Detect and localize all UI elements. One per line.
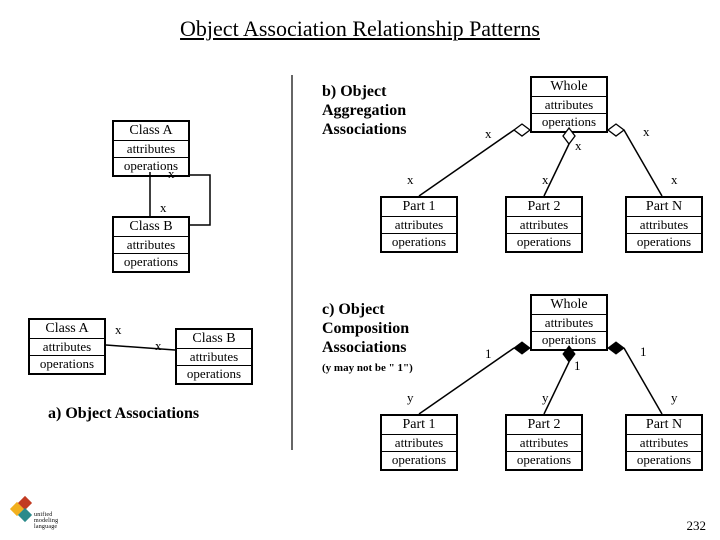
section-a-class-a: Class A attributes operations xyxy=(112,120,190,177)
cell-name: Part N xyxy=(627,416,701,435)
mult-y: y xyxy=(542,390,549,406)
cell-attributes: attributes xyxy=(177,349,251,366)
cell-attributes: attributes xyxy=(532,315,606,332)
cell-attributes: attributes xyxy=(114,237,188,254)
cell-operations: operations xyxy=(114,158,188,174)
cell-operations: operations xyxy=(382,234,456,250)
cell-name: Class A xyxy=(30,320,104,339)
cell-operations: operations xyxy=(507,234,581,250)
section-c-whole: Whole attributes operations xyxy=(530,294,608,351)
section-c-label: c) Object Composition Associations xyxy=(322,300,409,358)
cell-attributes: attributes xyxy=(382,217,456,234)
cell-name: Class B xyxy=(114,218,188,237)
mult-x: x xyxy=(643,124,650,140)
section-c-part1: Part 1 attributes operations xyxy=(380,414,458,471)
line2: Aggregation xyxy=(322,102,406,119)
cell-attributes: attributes xyxy=(30,339,104,356)
mult-x: x xyxy=(575,138,582,154)
logo-line3: language xyxy=(34,524,57,530)
mult-x: x xyxy=(407,172,414,188)
cell-attributes: attributes xyxy=(507,435,581,452)
section-b-part2: Part 2 attributes operations xyxy=(505,196,583,253)
section-b-partn: Part N attributes operations xyxy=(625,196,703,253)
mult-x: x xyxy=(542,172,549,188)
cell-attributes: attributes xyxy=(627,435,701,452)
cell-name: Part N xyxy=(627,198,701,217)
cell-operations: operations xyxy=(30,356,104,372)
uml-logo-icon: unified modeling language xyxy=(6,494,70,530)
cell-attributes: attributes xyxy=(114,141,188,158)
connectors-svg xyxy=(0,0,720,540)
section-a-class-a-2: Class A attributes operations xyxy=(28,318,106,375)
mult-1: 1 xyxy=(640,344,647,360)
cell-attributes: attributes xyxy=(627,217,701,234)
mult-x: x xyxy=(671,172,678,188)
cell-name: Class B xyxy=(177,330,251,349)
line3: Associations xyxy=(322,339,406,356)
line1: b) Object xyxy=(322,83,386,100)
section-c-note: (y may not be " 1") xyxy=(322,362,413,374)
section-a-class-b-2: Class B attributes operations xyxy=(175,328,253,385)
mult-1: 1 xyxy=(485,346,492,362)
mult-y: y xyxy=(671,390,678,406)
mult-x: x xyxy=(160,200,167,216)
mult-x: x xyxy=(485,126,492,142)
mult-x: x xyxy=(115,322,122,338)
cell-operations: operations xyxy=(114,254,188,270)
cell-name: Class A xyxy=(114,122,188,141)
section-a-label: a) Object Associations xyxy=(48,404,199,423)
cell-attributes: attributes xyxy=(507,217,581,234)
cell-operations: operations xyxy=(627,234,701,250)
line3: Associations xyxy=(322,121,406,138)
cell-attributes: attributes xyxy=(382,435,456,452)
cell-name: Part 2 xyxy=(507,198,581,217)
page-title: Object Association Relationship Patterns xyxy=(0,16,720,42)
mult-1: 1 xyxy=(574,358,581,374)
section-b-whole: Whole attributes operations xyxy=(530,76,608,133)
cell-name: Part 1 xyxy=(382,416,456,435)
mult-y: y xyxy=(407,390,414,406)
cell-operations: operations xyxy=(177,366,251,382)
cell-name: Whole xyxy=(532,296,606,315)
cell-name: Whole xyxy=(532,78,606,97)
mult-x: x xyxy=(168,166,175,182)
cell-operations: operations xyxy=(627,452,701,468)
section-b-label: b) Object Aggregation Associations xyxy=(322,82,406,140)
section-c-partn: Part N attributes operations xyxy=(625,414,703,471)
line2: Composition xyxy=(322,320,409,337)
section-b-part1: Part 1 attributes operations xyxy=(380,196,458,253)
line1: c) Object xyxy=(322,301,385,318)
cell-name: Part 2 xyxy=(507,416,581,435)
section-c-part2: Part 2 attributes operations xyxy=(505,414,583,471)
cell-operations: operations xyxy=(532,114,606,130)
cell-operations: operations xyxy=(532,332,606,348)
cell-attributes: attributes xyxy=(532,97,606,114)
mult-x: x xyxy=(155,338,162,354)
section-a-class-b-self: Class B attributes operations xyxy=(112,216,190,273)
cell-name: Part 1 xyxy=(382,198,456,217)
cell-operations: operations xyxy=(507,452,581,468)
page-number: 232 xyxy=(687,518,707,534)
cell-operations: operations xyxy=(382,452,456,468)
